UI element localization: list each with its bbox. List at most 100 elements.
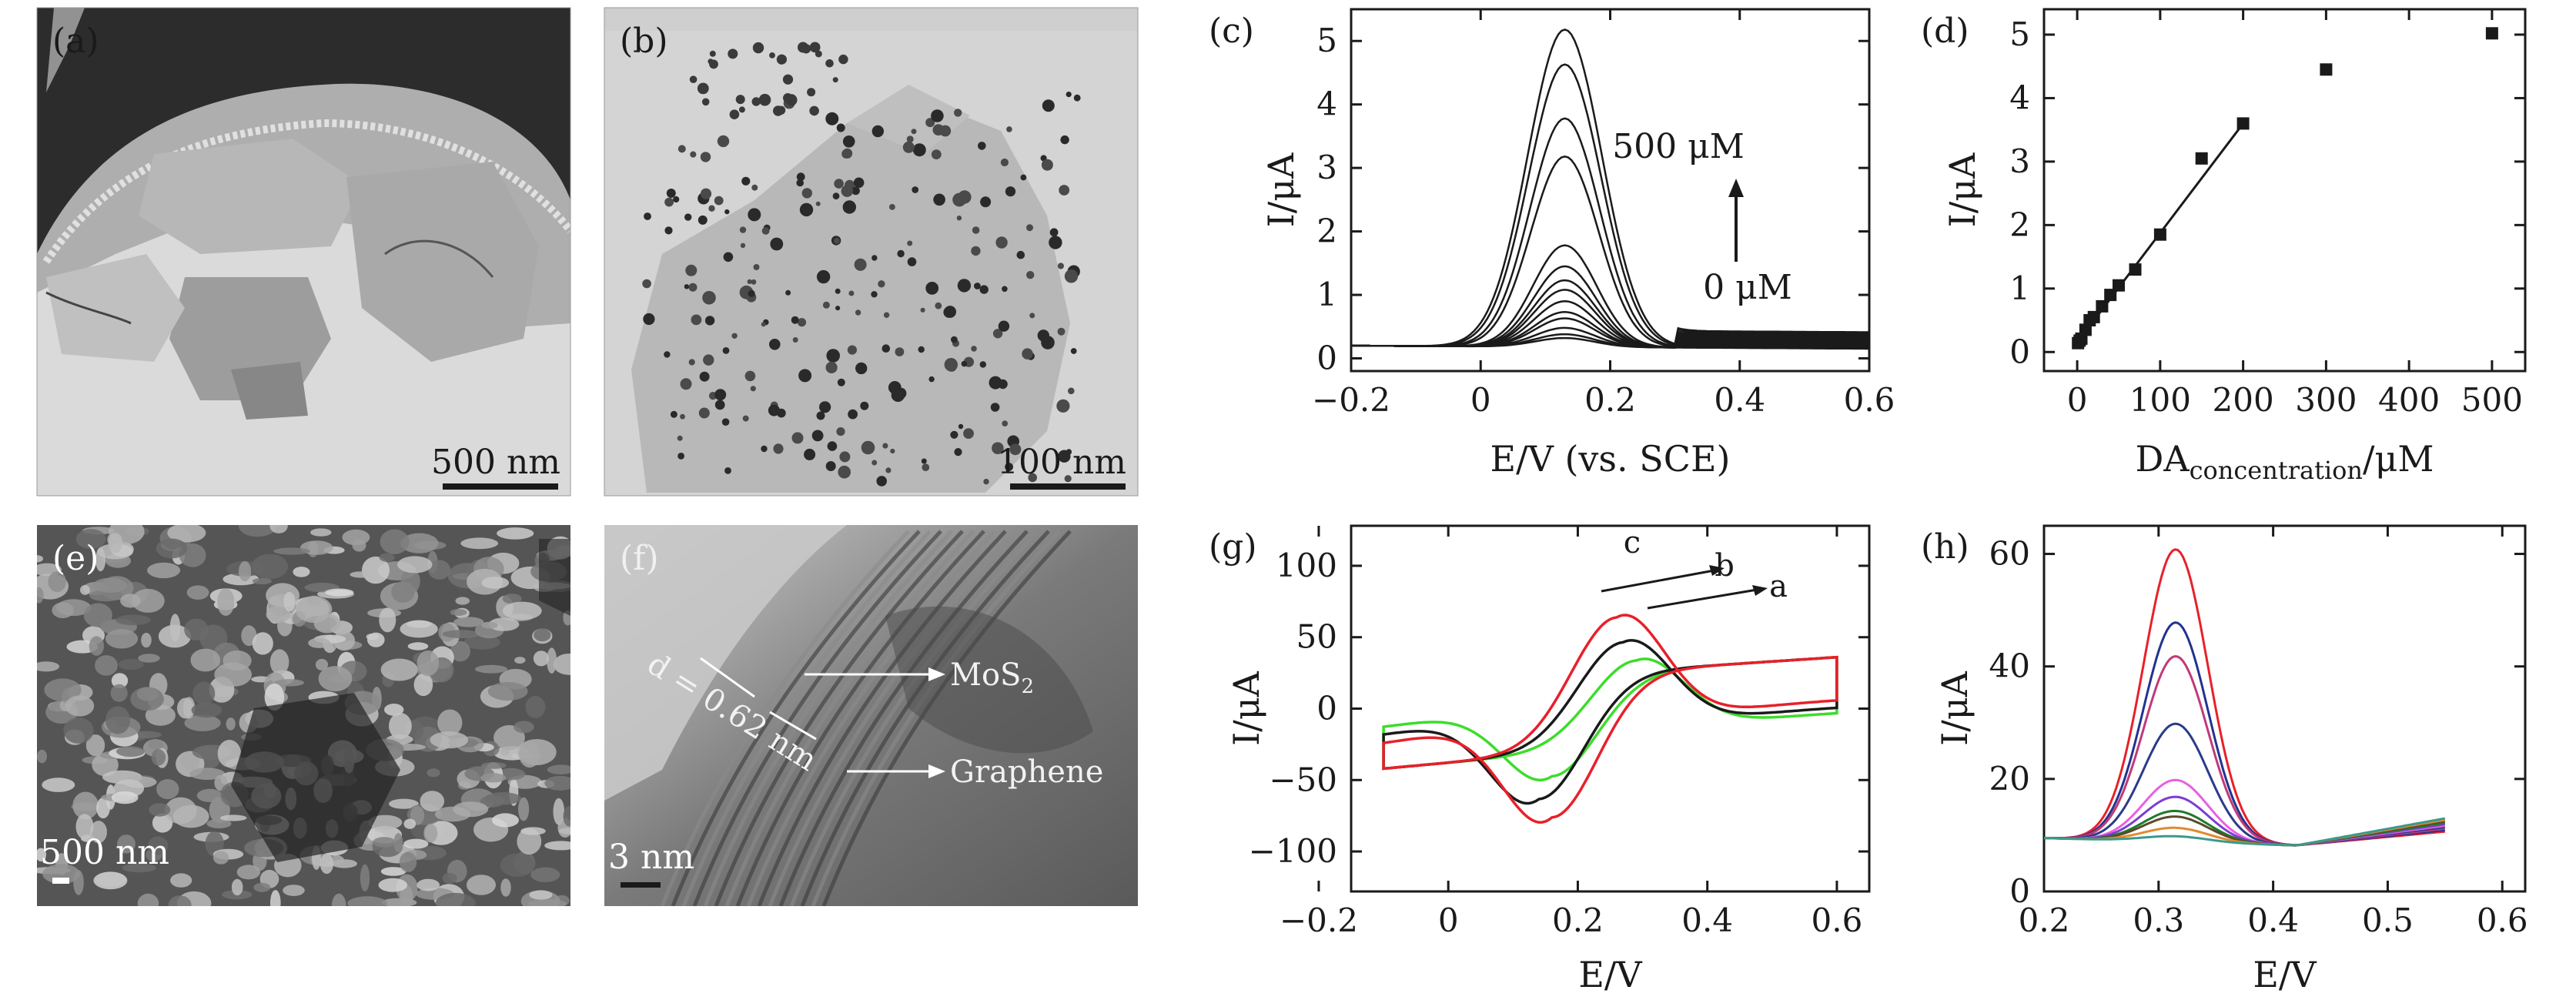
nanoparticle [677,145,686,153]
data-point [2113,279,2125,292]
sem-grain [547,764,570,774]
nanoparticle [1064,475,1072,483]
nanoparticle [1026,271,1035,279]
sem-grain [269,525,288,533]
x-tick-label: 400 [2378,381,2440,419]
sem-grain [480,773,507,783]
nanoparticle [851,186,860,196]
nanoparticle [980,196,992,208]
nanoparticle [717,135,730,148]
nanoparticle [952,192,966,207]
nanoparticle [768,404,780,416]
sem-grain [110,684,128,702]
nanoparticle [827,441,838,451]
data-point [2096,299,2109,313]
nanoparticle [708,205,715,212]
sem-grain [380,529,410,554]
nanoparticle [921,458,927,464]
sem-grain [450,640,470,662]
data-point [2195,152,2208,165]
sem-grain [42,864,80,885]
nanoparticle [882,344,891,353]
nanoparticle [685,264,698,276]
sem-grain [403,818,417,829]
nanoparticle [704,316,715,326]
nanoparticle [1000,158,1009,167]
sem-grain [264,683,285,711]
sem-grain [310,528,332,537]
nanoparticle [773,443,784,454]
sem-grain [397,556,433,574]
x-tick-label: 0.6 [1844,381,1895,419]
nanoparticle [871,460,878,466]
plot-frame [2042,524,2527,893]
nanoparticle [769,339,781,350]
y-tick-label: 0 [2009,333,2030,370]
y-tick-label: 3 [2009,142,2030,180]
sem-grain [269,649,289,675]
nanoparticle [744,370,756,382]
nanoparticle [1041,336,1055,349]
y-tick-label: 4 [2009,79,2030,116]
nanoparticle [1056,399,1070,413]
sem-grain [132,588,165,613]
data-point [2320,63,2333,76]
sem-grain [529,890,553,900]
sem-grain [325,588,354,597]
nanoparticle [769,52,775,59]
x-tick-label: 0.6 [1812,901,1863,939]
nanoparticle [895,387,907,400]
x-tick-label: 200 [2213,381,2274,419]
y-tick-label: −100 [1249,832,1337,870]
sem-grain [226,717,236,731]
sem-grain [220,814,247,821]
nanoparticle [848,290,855,296]
nanoparticle [956,216,962,221]
nanoparticle [804,448,816,460]
nanoparticle [911,129,917,135]
nanoparticle [688,283,698,292]
nanoparticle [992,329,1003,339]
nanoparticle [989,376,1002,390]
panel-b-nanoparticles [642,42,1081,487]
sem-grain [502,601,542,620]
cv-curve-b [1382,639,1838,805]
nanoparticle [834,179,844,189]
nanoparticle [871,255,878,261]
sem-grain [189,768,226,780]
nanoparticle [1049,228,1059,237]
x-tick-label: −0.2 [1312,381,1390,419]
sem-grain [400,533,439,554]
chart-g: −0.2 0 0.2 0.4 0.6 −100 −50 0 50 100 I/μA E/V [1226,524,1871,995]
nanoparticle [688,359,695,366]
nanoparticle [709,50,716,57]
nanoparticle [811,430,824,442]
panel-e-scalebar-label: 500 nm [40,833,169,872]
nanoparticle [815,50,822,58]
nanoparticle [751,97,761,106]
sem-grain [116,746,146,758]
x-tick-label: 100 [2129,381,2191,419]
nanoparticle [1070,348,1077,354]
sem-grain [151,749,166,766]
sem-grain [72,791,99,820]
nanoparticle [701,98,710,106]
dpv-curve [2043,722,2445,847]
nanoparticle [961,360,968,367]
sem-grain [442,872,457,885]
nanoparticle [792,337,798,343]
sem-grain [378,878,408,892]
nanoparticle [723,252,734,263]
nanoparticle [702,291,716,305]
sem-grain [95,655,118,676]
nanoparticle [1029,313,1035,319]
nanoparticle [995,236,1008,249]
nanoparticle [666,189,676,198]
nanoparticle [698,407,710,419]
lattice-fringe [660,530,910,906]
sem-grain [117,834,135,854]
nanoparticle [709,59,718,69]
panel-f-scalebar [621,882,661,888]
y-axis-label: I/μA [1260,152,1302,228]
nanoparticle [698,215,708,225]
